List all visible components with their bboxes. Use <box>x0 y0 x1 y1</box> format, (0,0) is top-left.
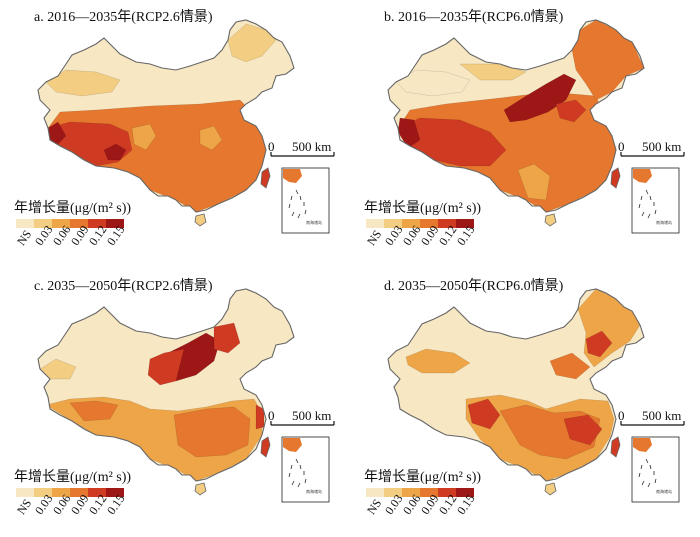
inset-label: 南海诸岛 <box>656 489 672 494</box>
legend-swatch <box>438 488 456 497</box>
legend-swatch <box>456 219 474 228</box>
scale-bar-distance-label: 500 km <box>292 408 332 423</box>
china-border <box>387 288 645 482</box>
china-border <box>387 19 645 213</box>
scale-bar-zero-label: 0 <box>268 139 275 154</box>
legend-swatch <box>52 488 70 497</box>
panel-title: a. 2016—2035年(RCP2.6情景) <box>34 10 213 25</box>
legend-swatch <box>88 488 106 497</box>
legend-swatch <box>70 488 88 497</box>
inset-label: 南海诸岛 <box>656 220 672 225</box>
emission-zone <box>517 163 551 201</box>
legend-swatches <box>366 488 474 497</box>
legend-swatch <box>456 488 474 497</box>
south-china-sea-inset <box>631 167 680 234</box>
legend-swatch <box>366 219 384 228</box>
legend-swatch <box>402 488 420 497</box>
legend-swatch <box>366 488 384 497</box>
panel-title: c. 2035—2050年(RCP2.6情景) <box>34 279 213 294</box>
legend-swatch <box>34 219 52 228</box>
emission-zone <box>213 322 241 354</box>
scale-bar <box>270 421 335 426</box>
emission-zone <box>571 20 644 101</box>
legend-swatches <box>16 488 124 497</box>
emission-zone <box>459 63 527 81</box>
legend-title: 年增长量(μg/(m² s)) <box>14 201 132 216</box>
legend-swatch <box>16 488 34 497</box>
legend-swatch <box>16 219 34 228</box>
scale-bar-distance-label: 500 km <box>292 139 332 154</box>
map-panel: c. 2035—2050年(RCP2.6情景) 0 500 km 南海诸岛 年增… <box>0 269 350 537</box>
inset-label: 南海诸岛 <box>306 489 322 494</box>
emission-zone <box>503 73 577 123</box>
emission-zone <box>227 23 277 63</box>
china-border <box>37 288 295 482</box>
inset-label: 南海诸岛 <box>306 220 322 225</box>
scale-bar-zero-label: 0 <box>618 408 625 423</box>
china-map <box>37 19 335 234</box>
map-panel: b. 2016—2035年(RCP6.0情景) 0 500 km 南海诸岛 年增… <box>350 0 700 268</box>
legend-swatch <box>420 488 438 497</box>
scale-bar <box>270 152 335 157</box>
china-map <box>37 288 335 503</box>
emission-zone <box>555 99 587 123</box>
panel-title: d. 2035—2050年(RCP6.0情景) <box>384 279 564 294</box>
emission-zone <box>577 289 641 368</box>
legend-title: 年增长量(μg/(m² s)) <box>364 470 482 485</box>
emission-zone <box>147 348 185 386</box>
scale-bar <box>620 421 685 426</box>
south-china-sea-inset <box>631 436 680 503</box>
scale-bar-distance-label: 500 km <box>642 139 682 154</box>
china-map <box>387 19 685 234</box>
emission-zone <box>173 406 251 458</box>
scale-bar-zero-label: 0 <box>618 139 625 154</box>
legend-swatch <box>52 219 70 228</box>
emission-zone <box>467 398 501 430</box>
map-panel: d. 2035—2050年(RCP6.0情景) 0 500 km 南海诸岛 年增… <box>350 269 700 537</box>
china-map <box>387 288 685 503</box>
emission-zone <box>563 414 603 446</box>
hainan-taiwan <box>544 167 621 227</box>
scale-bar-distance-label: 500 km <box>642 408 682 423</box>
emission-zone <box>549 352 591 380</box>
scale-bar <box>620 152 685 157</box>
emission-zone <box>405 348 471 374</box>
hainan-taiwan <box>194 167 271 227</box>
south-china-sea-inset <box>281 167 330 234</box>
emission-zone <box>45 69 121 97</box>
legend-swatch <box>384 488 402 497</box>
legend-swatch <box>438 219 456 228</box>
legend-title: 年增长量(μg/(m² s)) <box>14 470 132 485</box>
emission-zone <box>103 143 127 161</box>
scale-bar-zero-label: 0 <box>268 408 275 423</box>
emission-zone <box>69 400 119 422</box>
legend-swatch <box>88 219 106 228</box>
legend-swatch <box>106 219 124 228</box>
legend-swatch <box>70 219 88 228</box>
legend-swatch <box>420 219 438 228</box>
emission-zone <box>585 330 613 358</box>
legend-swatch <box>34 488 52 497</box>
emission-zone <box>395 69 471 97</box>
emission-zone <box>199 125 223 151</box>
hainan-taiwan <box>194 436 271 496</box>
south-china-sea-inset <box>281 436 330 503</box>
emission-zone <box>131 123 157 151</box>
legend-swatches <box>366 219 474 228</box>
legend-title: 年增长量(μg/(m² s)) <box>364 201 482 216</box>
legend-swatches <box>16 219 124 228</box>
legend-swatch <box>106 488 124 497</box>
hainan-taiwan <box>544 436 621 496</box>
china-border <box>37 19 295 213</box>
map-panel: a. 2016—2035年(RCP2.6情景) 0 500 km 南海诸岛 年增… <box>0 0 350 268</box>
panel-title: b. 2016—2035年(RCP6.0情景) <box>384 10 564 25</box>
legend-swatch <box>402 219 420 228</box>
legend-swatch <box>384 219 402 228</box>
